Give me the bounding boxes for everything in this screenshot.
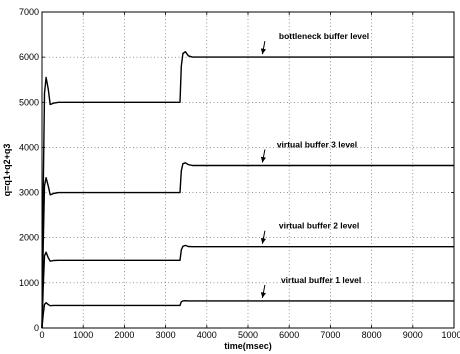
x-tick-label: 2000 xyxy=(114,330,134,340)
grid xyxy=(42,12,454,328)
annotation-label: virtual buffer 2 level xyxy=(279,221,359,231)
series-line-3 xyxy=(41,244,454,329)
series-line-4 xyxy=(41,300,454,329)
y-tick-label: 3000 xyxy=(19,188,39,198)
series-line-1 xyxy=(41,51,454,329)
y-tick-label: 4000 xyxy=(19,142,39,152)
annotation-label: bottleneck buffer level xyxy=(279,31,369,41)
x-axis-label: time(msec) xyxy=(224,341,272,351)
x-tick-label: 1000 xyxy=(73,330,93,340)
x-tick-label: 0 xyxy=(39,330,44,340)
x-tick-label: 4000 xyxy=(197,330,217,340)
annotation-label: virtual buffer 1 level xyxy=(281,275,361,285)
annotation-arrowhead xyxy=(260,48,266,55)
annotation-arrowhead xyxy=(260,237,266,244)
series-line-2 xyxy=(41,162,454,329)
x-tick-label: 7000 xyxy=(320,330,340,340)
x-tick-label: 5000 xyxy=(238,330,258,340)
y-tick-label: 1000 xyxy=(19,278,39,288)
y-tick-label: 5000 xyxy=(19,97,39,107)
y-tick-labels: 0 1000 2000 3000 4000 5000 6000 7000 xyxy=(19,7,454,333)
y-tick-label: 6000 xyxy=(19,52,39,62)
x-tick-label: 9000 xyxy=(403,330,423,340)
x-tick-label: 3000 xyxy=(156,330,176,340)
annotation-label: virtual buffer 3 level xyxy=(277,139,357,149)
annotation-arrowhead xyxy=(260,156,266,163)
series-group xyxy=(41,51,454,329)
x-tick-labels: 0 1000 2000 3000 4000 5000 6000 7000 8000 9000 100… xyxy=(39,12,460,340)
x-tick-label: 6000 xyxy=(279,330,299,340)
y-axis-label: q=q1+q2+q3 xyxy=(2,144,12,197)
y-tick-label: 2000 xyxy=(19,233,39,243)
annotations: bottleneck buffer level virtual buffer 3 … xyxy=(260,31,369,299)
y-tick-label: 0 xyxy=(34,323,39,333)
annotation-arrowhead xyxy=(260,292,266,298)
x-tick-label: 8000 xyxy=(362,330,382,340)
y-tick-label: 7000 xyxy=(19,7,39,17)
